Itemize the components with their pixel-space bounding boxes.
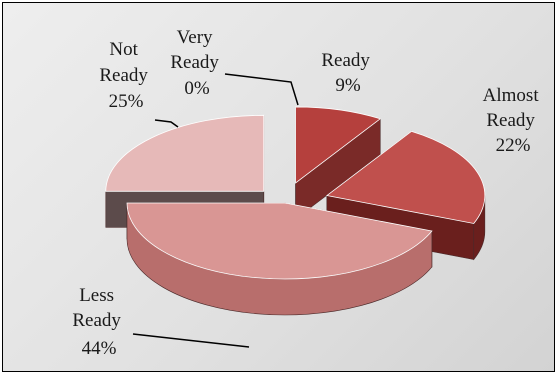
label-very-ready-line2: Ready: [170, 52, 219, 73]
label-less-ready-value: 44%: [82, 338, 117, 359]
label-ready-name: Ready: [321, 50, 370, 71]
pie-chart: Ready 9% Almost Ready 22% Less Ready 44%…: [72, 27, 544, 359]
slice-ready: [295, 106, 382, 220]
label-almost-ready: Almost Ready 22%: [483, 85, 544, 156]
label-not-ready: Not Ready 25%: [99, 39, 152, 112]
label-not-ready-value: 25%: [109, 91, 144, 112]
label-less-ready-line1: Less: [79, 285, 114, 306]
label-less-ready: Less Ready 44%: [72, 285, 125, 359]
label-ready-value: 9%: [335, 75, 361, 96]
slice-less-ready-top: [126, 202, 433, 280]
leader-line-very-ready: [224, 73, 299, 106]
label-not-ready-line1: Not: [109, 39, 138, 60]
label-almost-ready-line2: Ready: [486, 110, 535, 131]
leader-line-not-ready: [154, 119, 179, 128]
label-almost-ready-line1: Almost: [483, 85, 540, 106]
label-less-ready-line2: Ready: [72, 310, 121, 331]
pie-slices: [105, 106, 486, 316]
label-very-ready: Very Ready 0%: [170, 27, 223, 99]
slice-ready-top: [295, 106, 382, 184]
slice-almost-ready-top: [325, 130, 486, 224]
label-not-ready-line2: Ready: [99, 65, 148, 86]
leader-line-less-ready: [132, 333, 250, 348]
label-almost-ready-value: 22%: [496, 135, 531, 156]
chart-area: Ready 9% Almost Ready 22% Less Ready 44%…: [2, 2, 555, 372]
slice-not-ready-top: [105, 114, 265, 192]
label-very-ready-value: 0%: [184, 78, 210, 99]
slice-less-ready: [126, 202, 433, 316]
label-ready: Ready 9%: [321, 50, 374, 96]
label-very-ready-line1: Very: [177, 27, 213, 48]
